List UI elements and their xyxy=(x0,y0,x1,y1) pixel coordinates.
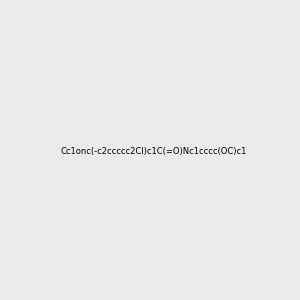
Text: Cc1onc(-c2ccccc2Cl)c1C(=O)Nc1cccc(OC)c1: Cc1onc(-c2ccccc2Cl)c1C(=O)Nc1cccc(OC)c1 xyxy=(61,147,247,156)
